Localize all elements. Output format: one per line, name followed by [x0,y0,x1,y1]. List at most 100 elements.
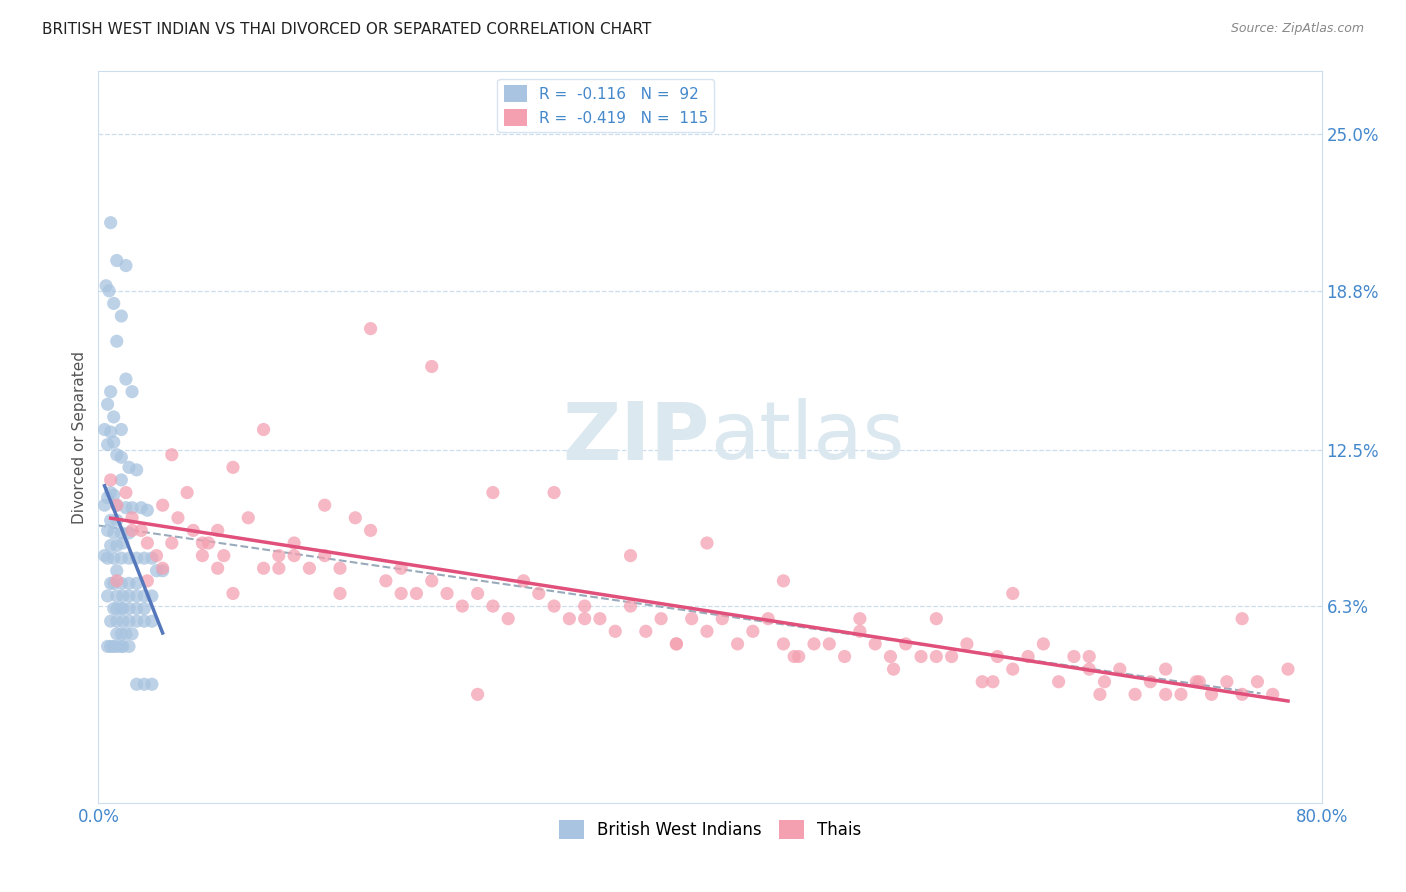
Point [94,278,117,293]
Point [103,601,125,615]
Point [1230,612,1253,626]
Point [267,549,290,563]
Point [105,513,128,527]
Point [360,321,382,335]
Point [110,627,132,641]
Point [97,437,120,451]
Point [115,500,138,515]
Point [105,539,128,553]
Point [389,561,412,575]
Point [134,677,156,691]
Point [136,536,159,550]
Point [129,500,152,515]
Point [141,614,163,628]
Point [141,677,163,691]
Point [125,677,148,691]
Point [121,510,143,524]
Point [925,612,948,626]
Point [741,624,763,639]
Point [574,612,596,626]
Point [118,601,141,615]
Point [191,536,214,550]
Point [134,589,156,603]
Point [1154,687,1177,701]
Point [543,599,565,613]
Point [298,561,321,575]
Point [344,510,367,524]
Point [115,627,138,641]
Point [103,576,125,591]
Point [222,586,245,600]
Point [849,624,872,639]
Point [97,640,120,654]
Point [1001,586,1024,600]
Point [879,649,901,664]
Point [1277,662,1299,676]
Point [941,649,963,664]
Point [619,599,641,613]
Point [152,561,174,575]
Point [589,612,612,626]
Point [222,460,245,475]
Point [105,574,128,588]
Point [986,649,1008,664]
Point [329,561,352,575]
Point [100,485,122,500]
Point [160,448,183,462]
Point [543,485,565,500]
Y-axis label: Divorced or Separated: Divorced or Separated [72,351,87,524]
Point [105,498,128,512]
Point [103,409,125,424]
Point [650,612,672,626]
Point [558,612,581,626]
Point [105,601,128,615]
Point [125,551,148,566]
Point [972,674,994,689]
Point [105,614,128,628]
Point [97,491,120,505]
Point [420,574,443,588]
Point [125,463,148,477]
Point [134,614,156,628]
Point [103,551,125,566]
Point [97,589,120,603]
Point [141,551,163,566]
Point [121,524,143,538]
Point [207,524,229,538]
Point [1230,687,1253,701]
Point [283,536,305,550]
Point [100,539,122,553]
Point [93,549,115,563]
Point [772,637,794,651]
Point [100,576,122,591]
Point [181,524,204,538]
Point [197,536,219,550]
Point [1078,662,1101,676]
Point [105,564,128,578]
Point [696,624,718,639]
Point [110,473,132,487]
Point [451,599,474,613]
Point [111,601,134,615]
Point [1216,674,1239,689]
Point [803,637,825,651]
Point [103,640,125,654]
Point [1139,674,1161,689]
Point [1154,662,1177,676]
Point [152,564,174,578]
Point [110,640,132,654]
Point [105,589,128,603]
Point [118,460,141,475]
Point [634,624,657,639]
Point [100,216,122,230]
Point [1123,687,1146,701]
Point [118,525,141,540]
Point [103,488,125,502]
Point [136,503,159,517]
Point [1201,687,1223,701]
Point [834,649,856,664]
Point [512,574,534,588]
Point [118,576,141,591]
Point [115,259,138,273]
Point [252,423,274,437]
